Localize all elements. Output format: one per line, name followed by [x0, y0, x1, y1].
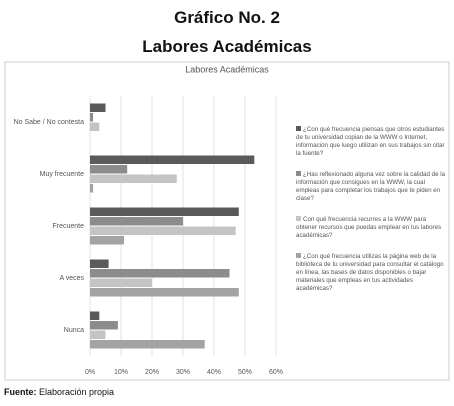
- legend-swatch: [296, 216, 301, 221]
- bar: [90, 340, 205, 349]
- x-tick-label: 20%: [145, 369, 159, 376]
- bar: [90, 236, 125, 245]
- bar: [90, 174, 177, 183]
- x-tick-label: 60%: [269, 369, 283, 376]
- bar: [90, 184, 94, 193]
- y-tick-label: Frecuente: [52, 223, 84, 230]
- bar: [90, 288, 239, 297]
- legend-item: ¿Has reflexionado alguna vez sobre la ca…: [296, 171, 446, 203]
- bar: [90, 103, 106, 112]
- legend-item: ¿Con qué frecuencia piensas que otros es…: [296, 126, 446, 158]
- bar: [90, 311, 100, 320]
- bar: [90, 278, 152, 287]
- y-tick-label: Nunca: [64, 327, 84, 334]
- y-tick-label: No Sabe / No contesta: [14, 119, 85, 126]
- legend-label: ¿Con qué frecuencia piensas que otros es…: [296, 126, 445, 157]
- bar: [90, 217, 183, 226]
- footer-text: Elaboración propia: [39, 387, 115, 397]
- bar: [90, 330, 106, 339]
- chart-frame: [4, 61, 450, 381]
- legend: ¿Con qué frecuencia piensas que otros es…: [296, 126, 446, 306]
- bar: [90, 321, 118, 330]
- y-tick-label: A veces: [59, 275, 84, 282]
- legend-label: ¿Con qué frecuencia utilizas la página w…: [296, 253, 444, 292]
- x-tick-label: 0%: [85, 369, 95, 376]
- bar: [90, 226, 236, 235]
- bar: [90, 207, 239, 216]
- legend-item: Con qué frecuencia recurres a la WWW par…: [296, 216, 446, 240]
- legend-label: Con qué frecuencia recurres a la WWW par…: [296, 216, 442, 239]
- y-tick-label: Muy frecuente: [40, 171, 84, 178]
- bar: [90, 113, 94, 122]
- page-subtitle: Labores Académicas: [142, 37, 312, 56]
- footer-label: Fuente:: [4, 387, 37, 397]
- legend-label: ¿Has reflexionado alguna vez sobre la ca…: [296, 171, 446, 202]
- bar: [90, 122, 100, 131]
- legend-swatch: [296, 126, 301, 131]
- bar: [90, 165, 128, 174]
- x-tick-label: 10%: [114, 369, 128, 376]
- legend-swatch: [296, 171, 301, 176]
- legend-item: ¿Con qué frecuencia utilizas la página w…: [296, 253, 446, 293]
- x-tick-label: 50%: [238, 369, 252, 376]
- bar: [90, 259, 109, 268]
- bar: [90, 269, 230, 278]
- legend-swatch: [296, 253, 301, 258]
- bar: [90, 155, 255, 164]
- x-tick-label: 40%: [207, 369, 221, 376]
- footer: Fuente: Elaboración propia: [4, 387, 114, 397]
- chart-title: Labores Académicas: [185, 64, 269, 74]
- x-tick-label: 30%: [176, 369, 190, 376]
- page-title: Gráfico No. 2: [174, 8, 280, 27]
